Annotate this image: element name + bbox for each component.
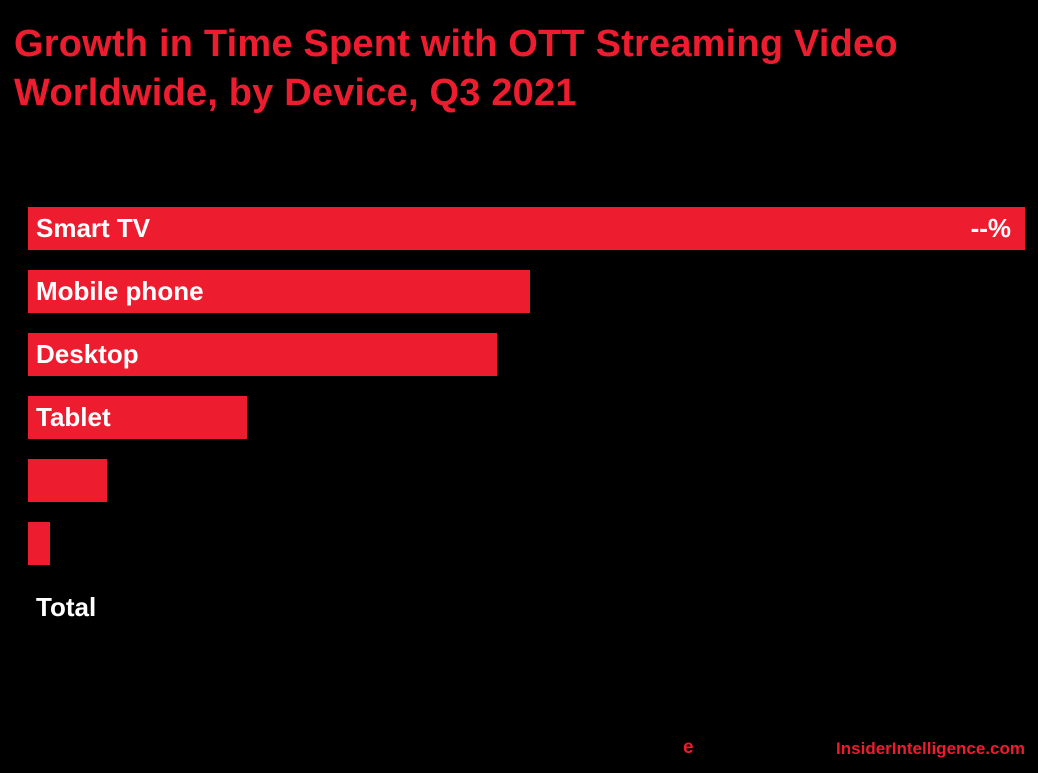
bar-smart-tv: Smart TV --% (28, 207, 1025, 250)
bar-unlabeled-6 (28, 522, 50, 565)
bar-row: Total (28, 585, 1025, 628)
bar-label-outside: Total (36, 592, 97, 622)
bar-unlabeled-5 (28, 459, 107, 502)
bar-mobile-phone: Mobile phone (28, 270, 531, 313)
bar-row: Smart TV --% (28, 207, 1025, 250)
bar-row: Tablet (28, 396, 1025, 439)
bar-value: --% (970, 213, 1011, 243)
bar-label: Smart TV (36, 213, 151, 243)
insider-intelligence-link[interactable]: InsiderIntelligence.com (836, 739, 1025, 758)
bar-chart: Smart TV --% Mobile phone Desktop Tablet Tota… (28, 207, 1025, 648)
bar-label: Tablet (36, 402, 111, 432)
footer: e InsiderIntelligence.com (0, 737, 1025, 763)
bar-row (28, 459, 1025, 502)
bar-row: Mobile phone (28, 270, 1025, 313)
bar-tablet: Tablet (28, 396, 248, 439)
bar-row: Desktop (28, 333, 1025, 376)
bar-desktop: Desktop (28, 333, 497, 376)
chart-title: Growth in Time Spent with OTT Streaming … (14, 23, 898, 115)
bar-label: Mobile phone (36, 276, 204, 306)
bar-row (28, 522, 1025, 565)
bar-label: Desktop (36, 339, 139, 369)
emarketer-logo-mark: e (683, 737, 694, 758)
